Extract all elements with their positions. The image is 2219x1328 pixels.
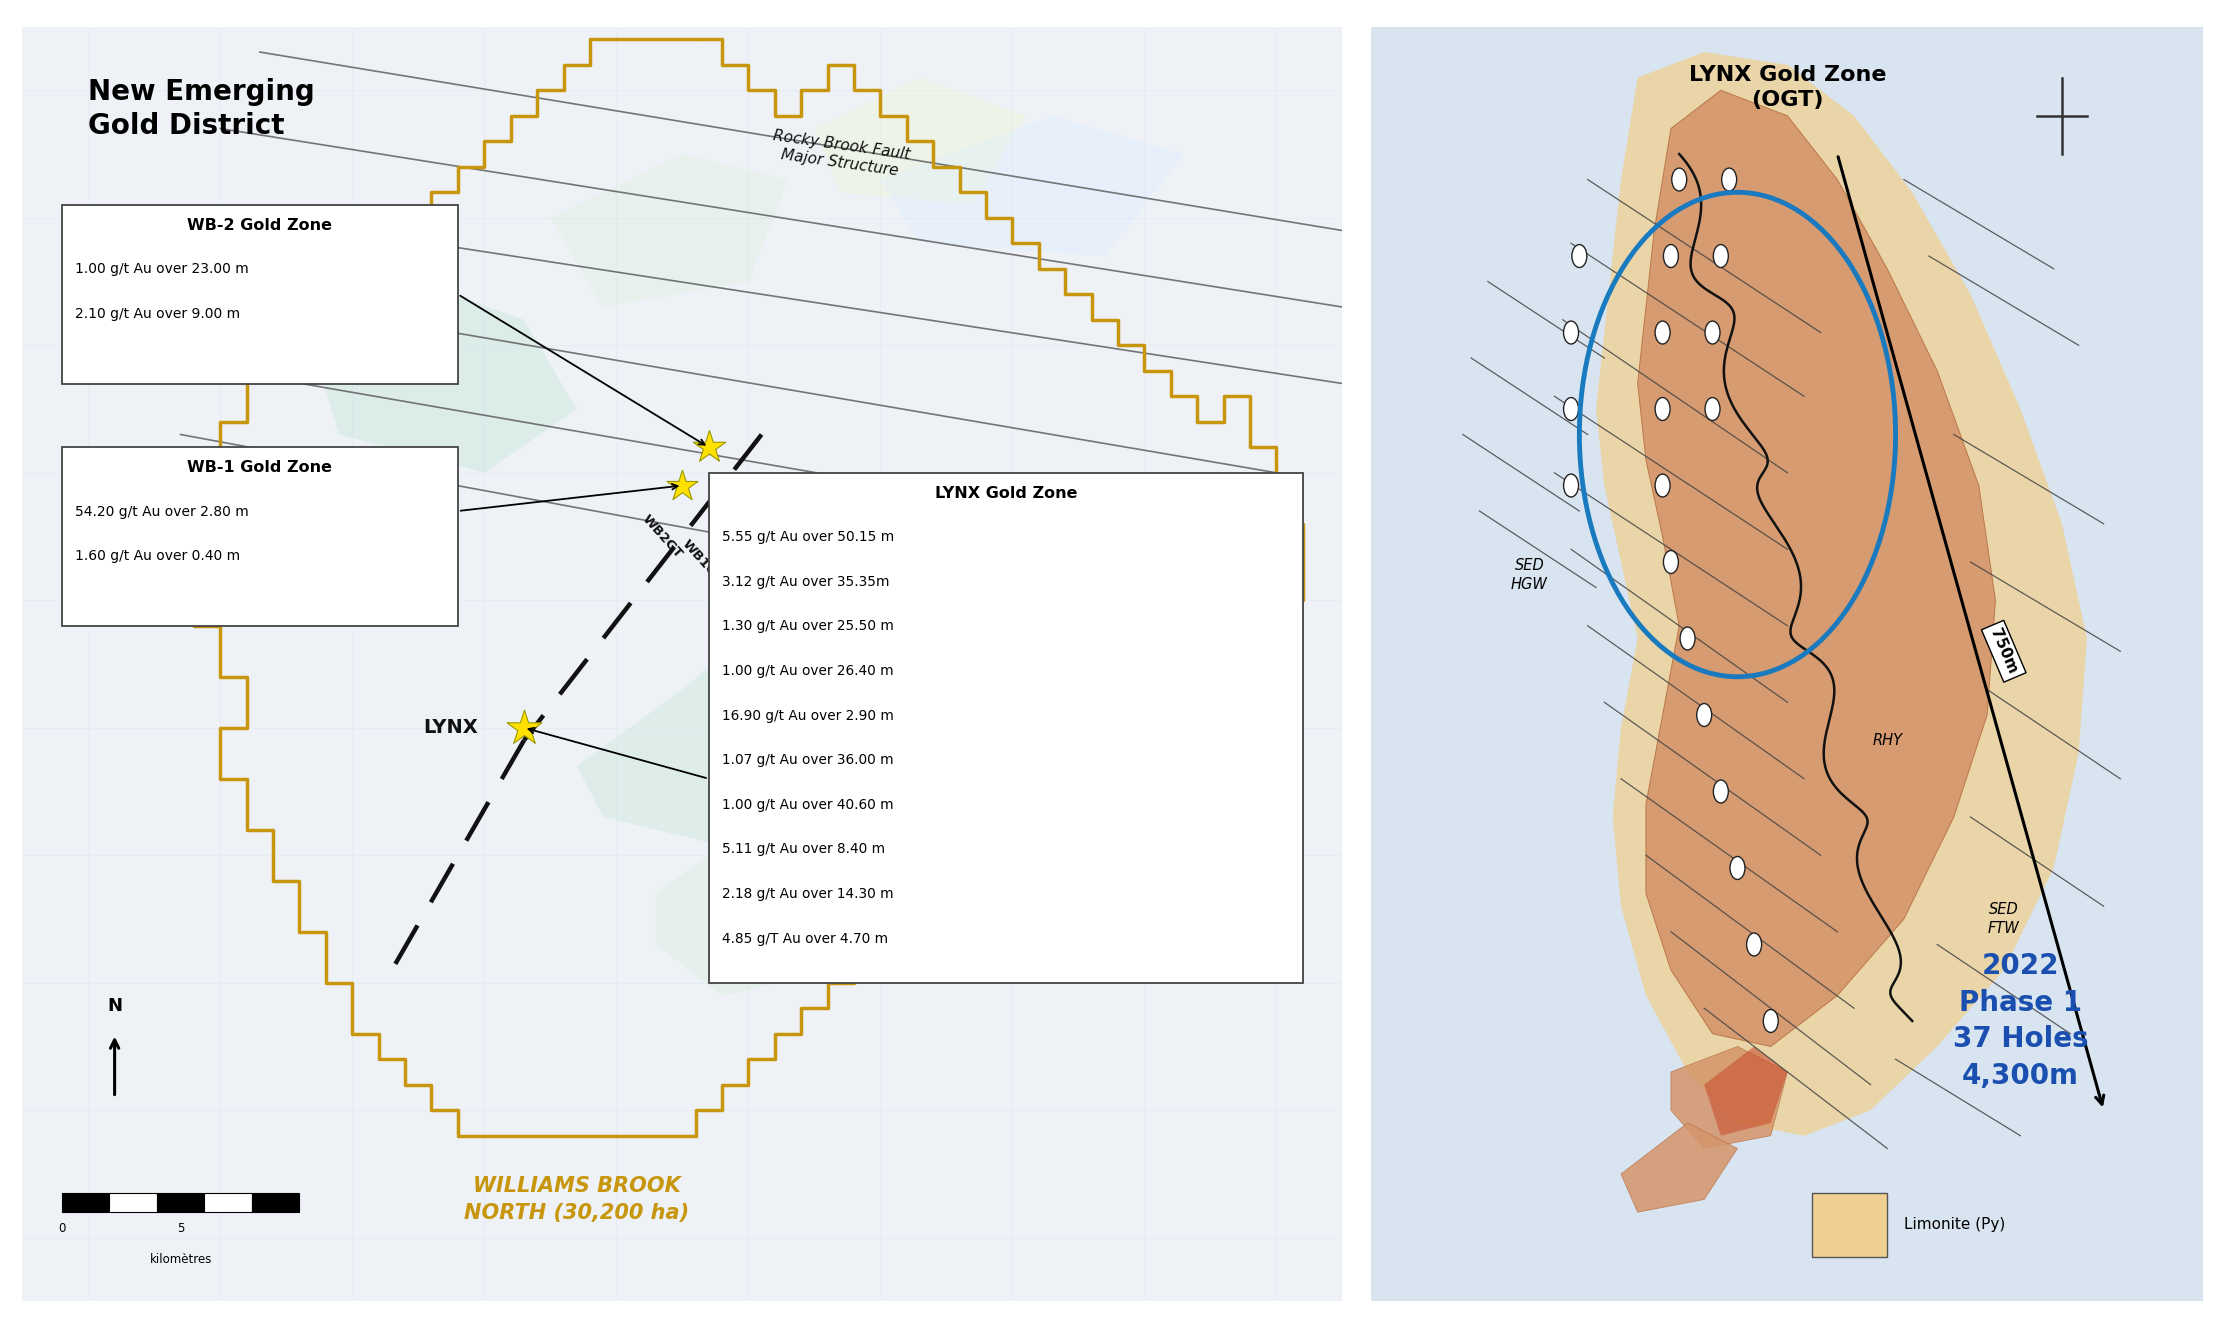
Circle shape <box>1764 1009 1777 1032</box>
Polygon shape <box>657 817 881 996</box>
Text: 0: 0 <box>58 1222 67 1235</box>
Polygon shape <box>1595 52 2088 1135</box>
Circle shape <box>1680 627 1695 649</box>
Text: 5.11 g/t Au over 8.40 m: 5.11 g/t Au over 8.40 m <box>721 842 885 857</box>
Text: WB1GT: WB1GT <box>679 538 726 586</box>
Polygon shape <box>1671 1046 1789 1149</box>
Circle shape <box>1731 857 1744 879</box>
Text: 2022
Phase 1
37 Holes
4,300m: 2022 Phase 1 37 Holes 4,300m <box>1953 952 2088 1090</box>
FancyBboxPatch shape <box>708 473 1303 983</box>
FancyBboxPatch shape <box>62 205 457 384</box>
Text: WB-2 Gold Zone: WB-2 Gold Zone <box>186 218 333 232</box>
Circle shape <box>1655 474 1671 497</box>
Text: 1.60 g/t Au over 0.40 m: 1.60 g/t Au over 0.40 m <box>75 550 240 563</box>
Text: LYNX Gold Zone: LYNX Gold Zone <box>934 486 1076 501</box>
Circle shape <box>1746 934 1762 956</box>
Bar <box>253 1193 300 1212</box>
Circle shape <box>1713 244 1729 267</box>
Bar <box>62 1193 109 1212</box>
Circle shape <box>1655 397 1671 421</box>
Bar <box>109 1193 158 1212</box>
Text: 4.85 g/T Au over 4.70 m: 4.85 g/T Au over 4.70 m <box>721 932 888 946</box>
Polygon shape <box>313 282 577 473</box>
FancyBboxPatch shape <box>62 448 457 625</box>
Bar <box>1813 1193 1886 1256</box>
Circle shape <box>1713 780 1729 803</box>
Text: Limonite (Py): Limonite (Py) <box>1904 1218 2006 1232</box>
Bar <box>158 1193 204 1212</box>
Text: 1.07 g/t Au over 36.00 m: 1.07 g/t Au over 36.00 m <box>721 753 894 768</box>
Polygon shape <box>1704 1046 1789 1135</box>
Circle shape <box>1564 474 1578 497</box>
Text: 1.30 g/t Au over 25.50 m: 1.30 g/t Au over 25.50 m <box>721 619 894 633</box>
Text: 2.18 g/t Au over 14.30 m: 2.18 g/t Au over 14.30 m <box>721 887 894 902</box>
Text: 3.12 g/t Au over 35.35m: 3.12 g/t Au over 35.35m <box>721 575 890 588</box>
Text: WILLIAMS BROOK
NORTH (30,200 ha): WILLIAMS BROOK NORTH (30,200 ha) <box>464 1177 690 1223</box>
Circle shape <box>1564 321 1578 344</box>
Polygon shape <box>577 600 881 842</box>
Circle shape <box>1664 244 1678 267</box>
Circle shape <box>1664 551 1678 574</box>
Circle shape <box>1571 244 1587 267</box>
Circle shape <box>1704 397 1720 421</box>
Text: RHY: RHY <box>1873 733 1902 748</box>
Circle shape <box>1671 169 1686 191</box>
Point <box>666 475 701 497</box>
Circle shape <box>1564 397 1578 421</box>
Polygon shape <box>881 116 1185 256</box>
Text: LYNX: LYNX <box>424 718 477 737</box>
Bar <box>204 1193 253 1212</box>
Circle shape <box>1722 169 1737 191</box>
Text: 5.55 g/t Au over 50.15 m: 5.55 g/t Au over 50.15 m <box>721 530 894 544</box>
Text: 750m: 750m <box>1988 627 2019 676</box>
Text: WB2GT: WB2GT <box>639 513 686 560</box>
Text: 1.00 g/t Au over 40.60 m: 1.00 g/t Au over 40.60 m <box>721 798 894 811</box>
Text: 2.10 g/t Au over 9.00 m: 2.10 g/t Au over 9.00 m <box>75 307 240 321</box>
Text: Rocky Brook Fault
Major Structure: Rocky Brook Fault Major Structure <box>770 129 912 179</box>
Point <box>690 437 726 458</box>
Text: New Emerging
Gold District: New Emerging Gold District <box>89 77 315 141</box>
Circle shape <box>1704 321 1720 344</box>
Text: 1.00 g/t Au over 23.00 m: 1.00 g/t Au over 23.00 m <box>75 263 249 276</box>
Point <box>506 717 541 738</box>
Text: SED
HGW: SED HGW <box>1511 558 1549 591</box>
Text: WB-1 Gold Zone: WB-1 Gold Zone <box>186 459 333 475</box>
Text: LYNX Gold Zone
(OGT): LYNX Gold Zone (OGT) <box>1689 65 1886 110</box>
Text: 1.00 g/t Au over 26.40 m: 1.00 g/t Au over 26.40 m <box>721 664 894 679</box>
Text: 16.90 g/t Au over 2.90 m: 16.90 g/t Au over 2.90 m <box>721 709 894 722</box>
Text: 5: 5 <box>178 1222 184 1235</box>
Polygon shape <box>550 154 788 307</box>
Polygon shape <box>129 498 260 614</box>
Text: kilomètres: kilomètres <box>149 1254 211 1266</box>
Polygon shape <box>1638 90 1995 1046</box>
Polygon shape <box>814 77 1025 205</box>
Polygon shape <box>1620 1123 1737 1212</box>
Text: 54.20 g/t Au over 2.80 m: 54.20 g/t Au over 2.80 m <box>75 505 249 519</box>
Text: N: N <box>107 996 122 1015</box>
Text: SED
FTW: SED FTW <box>1988 902 2019 936</box>
Circle shape <box>1698 704 1711 726</box>
Circle shape <box>1655 321 1671 344</box>
Text: OGT: OGT <box>757 595 792 631</box>
